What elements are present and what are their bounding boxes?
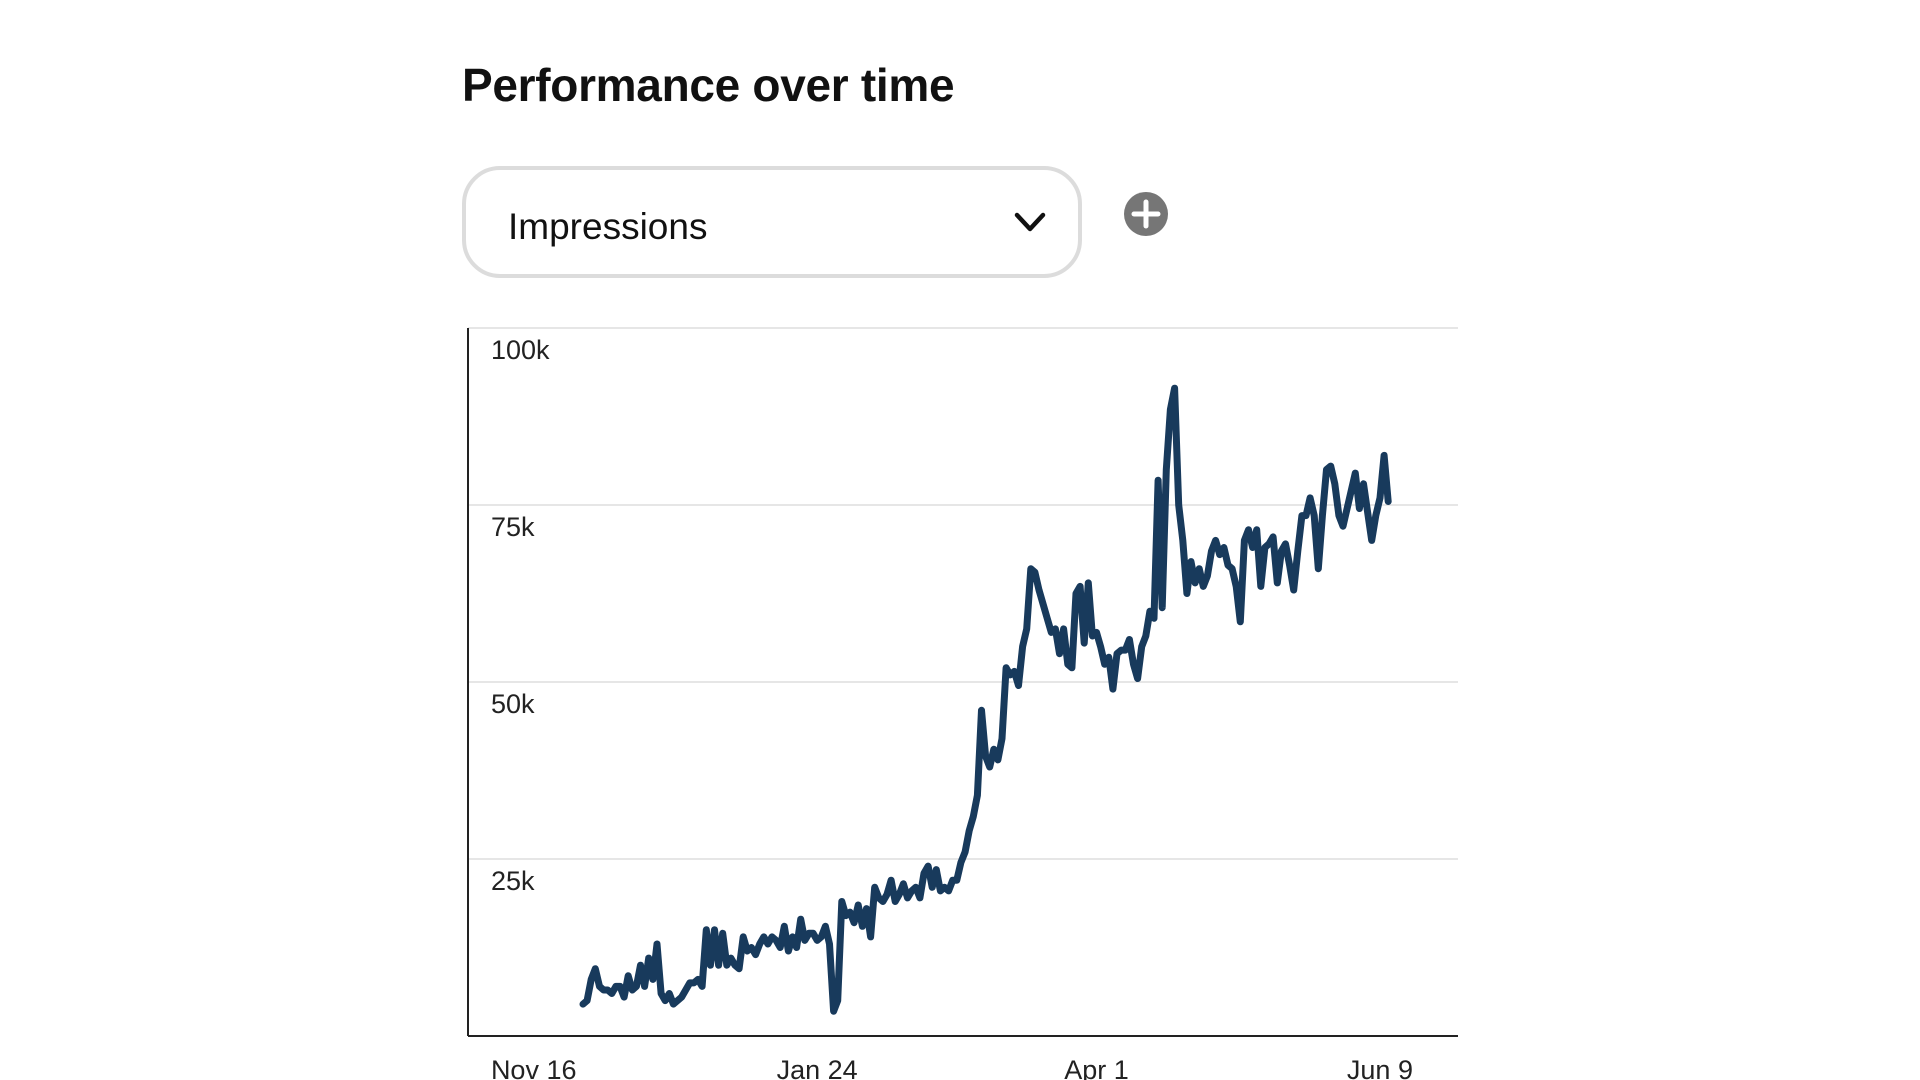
x-tick-label-1: Jan 24 <box>777 1055 858 1080</box>
x-tick-label-3: Jun 9 <box>1347 1055 1413 1080</box>
x-tick-label-0: Nov 16 <box>491 1055 577 1080</box>
y-tick-label-2: 75k <box>491 512 535 542</box>
page-title: Performance over time <box>462 59 955 111</box>
y-tick-label-3: 100k <box>491 335 550 365</box>
y-tick-label-0: 25k <box>491 866 535 896</box>
series-line-0 <box>579 384 1392 1015</box>
plus-circle-icon[interactable] <box>1123 191 1169 237</box>
metric-dropdown[interactable]: Impressions <box>462 166 1082 278</box>
y-tick-label-1: 50k <box>491 689 535 719</box>
x-tick-label-2: Apr 1 <box>1064 1055 1129 1080</box>
chevron-down-icon <box>1014 212 1046 232</box>
metric-dropdown-value: Impressions <box>508 206 708 247</box>
